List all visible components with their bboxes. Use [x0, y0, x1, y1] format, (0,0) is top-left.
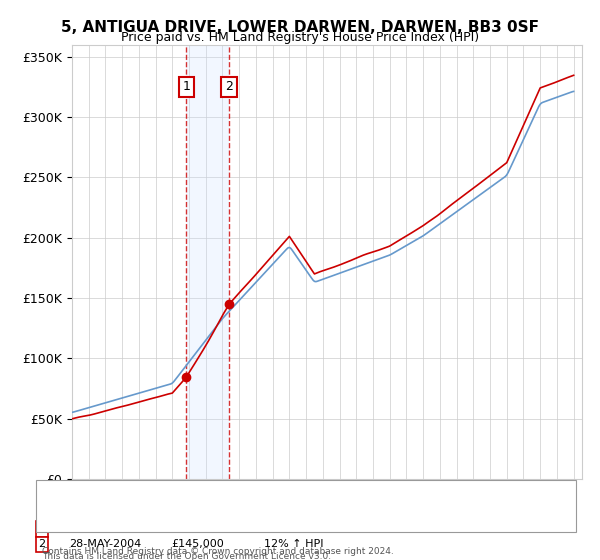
Text: 5, ANTIGUA DRIVE, LOWER DARWEN, DARWEN, BB3 0SF (detached house): 5, ANTIGUA DRIVE, LOWER DARWEN, DARWEN, …: [99, 488, 485, 498]
Text: 31-OCT-2001: 31-OCT-2001: [69, 524, 142, 534]
Text: 2: 2: [38, 539, 46, 549]
Text: HPI: Average price, detached house, Blackburn with Darwen: HPI: Average price, detached house, Blac…: [99, 506, 413, 516]
Text: Contains HM Land Registry data © Crown copyright and database right 2024.: Contains HM Land Registry data © Crown c…: [42, 547, 394, 556]
Text: 4% ↑ HPI: 4% ↑ HPI: [264, 524, 317, 534]
Text: ———: ———: [60, 504, 101, 519]
Text: 5, ANTIGUA DRIVE, LOWER DARWEN, DARWEN, BB3 0SF: 5, ANTIGUA DRIVE, LOWER DARWEN, DARWEN, …: [61, 20, 539, 35]
Text: 28-MAY-2004: 28-MAY-2004: [69, 539, 141, 549]
Text: ———: ———: [60, 486, 101, 500]
Bar: [186, 45, 229, 479]
Text: 1: 1: [38, 524, 46, 534]
Text: This data is licensed under the Open Government Licence v3.0.: This data is licensed under the Open Gov…: [42, 552, 331, 560]
Text: 1: 1: [182, 81, 190, 94]
Text: 12% ↑ HPI: 12% ↑ HPI: [264, 539, 323, 549]
Text: 2: 2: [225, 81, 233, 94]
Text: Price paid vs. HM Land Registry's House Price Index (HPI): Price paid vs. HM Land Registry's House …: [121, 31, 479, 44]
Text: £84,450: £84,450: [171, 524, 217, 534]
Text: £145,000: £145,000: [171, 539, 224, 549]
